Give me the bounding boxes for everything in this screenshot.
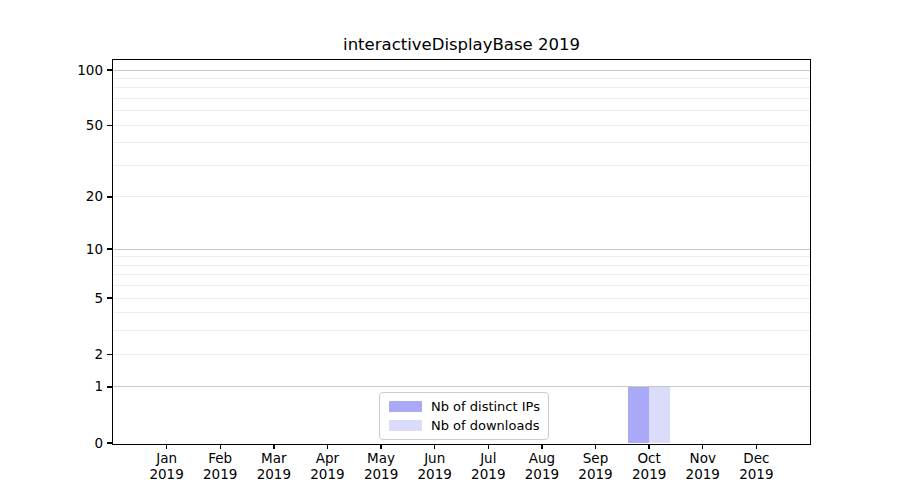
- figure: interactiveDisplayBase 2019 0 1 2 5 10 20 50 10…: [0, 0, 900, 500]
- y-tick: [107, 354, 112, 355]
- y-tick-label: 50: [39, 118, 103, 133]
- gridline-major: [113, 386, 810, 387]
- gridline-minor: [113, 354, 810, 355]
- gridline-minor: [113, 298, 810, 299]
- legend: Nb of distinct IPs Nb of downloads: [379, 392, 549, 440]
- gridline-minor: [113, 265, 810, 266]
- x-tick: [702, 445, 703, 450]
- gridline-minor: [113, 330, 810, 331]
- legend-label-downloads: Nb of downloads: [431, 418, 539, 433]
- gridline-major: [113, 70, 810, 71]
- legend-item-distinct-ips: Nb of distinct IPs: [389, 399, 539, 414]
- gridline-minor: [113, 274, 810, 275]
- gridline-minor: [113, 142, 810, 143]
- y-tick: [107, 69, 112, 70]
- y-tick: [107, 297, 112, 298]
- x-tick: [648, 445, 649, 450]
- gridline-minor: [113, 285, 810, 286]
- y-tick-label: 20: [39, 189, 103, 204]
- y-tick-label: 10: [39, 242, 103, 257]
- y-tick-label: 100: [39, 63, 103, 78]
- gridline-minor: [113, 312, 810, 313]
- gridline-major: [113, 249, 810, 250]
- gridline-minor: [113, 196, 810, 197]
- x-tick: [327, 445, 328, 450]
- y-tick: [107, 125, 112, 126]
- legend-label-distinct-ips: Nb of distinct IPs: [431, 399, 540, 414]
- x-tick: [380, 445, 381, 450]
- x-tick: [541, 445, 542, 450]
- y-tick: [107, 196, 112, 197]
- y-tick: [107, 386, 112, 387]
- y-tick: [107, 442, 112, 443]
- legend-item-downloads: Nb of downloads: [389, 418, 539, 433]
- x-tick-label: Dec 2019: [721, 451, 791, 482]
- y-tick-label: 2: [39, 347, 103, 362]
- gridline-minor: [113, 256, 810, 257]
- gridline-minor: [113, 110, 810, 111]
- y-tick: [107, 248, 112, 249]
- legend-swatch-distinct-ips: [389, 401, 422, 412]
- gridline-minor: [113, 165, 810, 166]
- x-tick: [756, 445, 757, 450]
- x-tick: [434, 445, 435, 450]
- y-tick-label: 0: [39, 436, 103, 451]
- x-tick: [595, 445, 596, 450]
- gridline-minor: [113, 78, 810, 79]
- x-tick: [273, 445, 274, 450]
- bar-distinct-ips: [628, 387, 649, 443]
- gridline-minor: [113, 125, 810, 126]
- x-tick: [166, 445, 167, 450]
- y-tick-label: 5: [39, 291, 103, 306]
- gridline-minor: [113, 98, 810, 99]
- y-tick-label: 1: [39, 379, 103, 394]
- x-tick: [220, 445, 221, 450]
- gridline-minor: [113, 87, 810, 88]
- x-tick: [488, 445, 489, 450]
- legend-swatch-downloads: [389, 420, 422, 431]
- chart-title: interactiveDisplayBase 2019: [113, 35, 810, 54]
- bar-downloads: [649, 387, 670, 443]
